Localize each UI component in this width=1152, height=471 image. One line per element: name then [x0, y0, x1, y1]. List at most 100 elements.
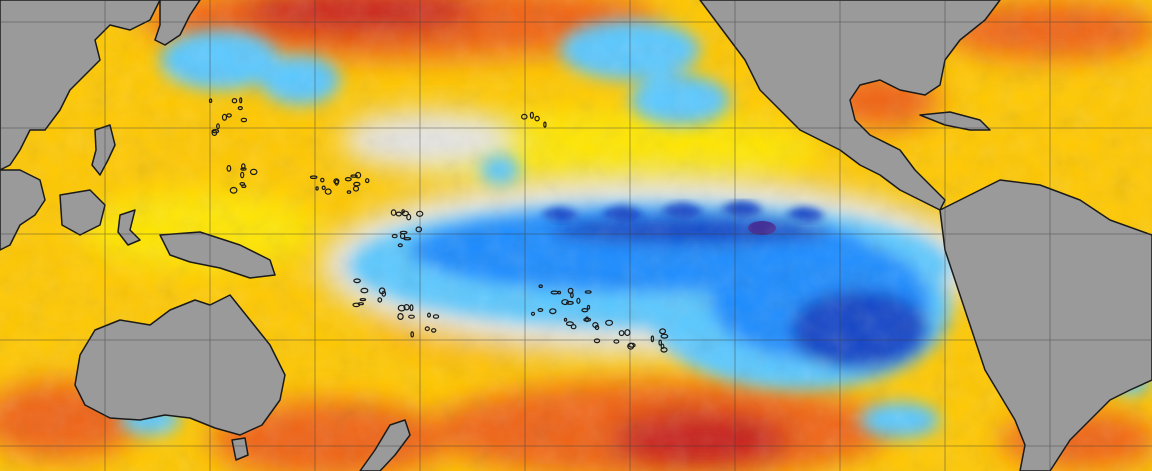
- island-speck: [352, 185, 360, 192]
- new-guinea-island: [159, 231, 276, 279]
- island-speck: [563, 317, 568, 322]
- island-speck: [593, 338, 601, 344]
- island-speck: [566, 300, 574, 305]
- island-speck: [403, 304, 410, 311]
- island-speck: [397, 243, 403, 248]
- south-america-landmass: [939, 179, 1152, 471]
- island-speck: [390, 209, 397, 216]
- island-speck: [650, 335, 655, 343]
- island-speck: [534, 115, 540, 122]
- north-america-landmass: [699, 0, 1001, 211]
- island-speck: [659, 328, 667, 335]
- island-speck: [431, 328, 437, 333]
- island-speck: [249, 168, 258, 176]
- japan-island: [154, 0, 201, 46]
- island-speck: [565, 321, 574, 327]
- island-speck: [229, 186, 238, 194]
- island-speck: [208, 98, 213, 104]
- island-speck: [211, 130, 218, 137]
- new-zealand-island: [359, 419, 411, 471]
- island-speck: [240, 171, 245, 179]
- island-speck: [381, 290, 387, 297]
- island-speck: [618, 330, 625, 337]
- island-speck: [585, 316, 589, 323]
- island-speck: [624, 329, 631, 337]
- island-speck: [529, 111, 535, 119]
- island-speck: [315, 186, 319, 191]
- island-speck: [226, 164, 232, 172]
- pacific-islands: [208, 97, 669, 353]
- island-speck: [321, 185, 326, 191]
- island-speck: [241, 163, 246, 170]
- island-speck: [409, 304, 414, 312]
- island-speck: [401, 210, 409, 217]
- island-speck: [397, 304, 406, 312]
- island-speck: [416, 210, 424, 217]
- island-speck: [364, 178, 370, 184]
- island-speck: [320, 177, 325, 183]
- island-speck: [581, 308, 589, 313]
- island-speck: [550, 290, 559, 295]
- island-speck: [543, 121, 547, 128]
- island-speck: [538, 284, 543, 289]
- island-speck: [353, 278, 361, 284]
- island-speck: [576, 297, 581, 304]
- island-speck: [584, 290, 592, 294]
- borneo-island: [59, 189, 106, 236]
- island-speck: [658, 339, 663, 346]
- island-speck: [226, 113, 232, 118]
- island-speck: [344, 176, 352, 182]
- island-speck: [346, 190, 352, 194]
- island-speck: [410, 331, 415, 338]
- island-speck: [240, 117, 248, 123]
- island-speck: [399, 230, 408, 235]
- island-speck: [397, 313, 404, 321]
- island-speck: [567, 287, 574, 294]
- island-speck: [309, 175, 318, 180]
- island-speck: [530, 311, 536, 316]
- island-speck: [221, 113, 228, 121]
- island-speck: [660, 346, 668, 353]
- australia-landmass: [74, 294, 286, 436]
- island-speck: [391, 233, 398, 239]
- island-speck: [237, 105, 243, 111]
- island-speck: [660, 333, 669, 339]
- island-speck: [239, 97, 243, 104]
- island-speck: [424, 326, 430, 332]
- island-speck: [333, 178, 340, 185]
- island-speck: [360, 287, 369, 294]
- island-speck: [520, 113, 528, 120]
- indochina-landmass: [0, 169, 46, 251]
- island-speck: [239, 181, 246, 186]
- island-speck: [231, 97, 238, 104]
- island-speck: [216, 123, 220, 130]
- island-speck: [240, 167, 247, 171]
- island-speck: [395, 211, 402, 217]
- island-speck: [537, 308, 544, 313]
- island-speck: [594, 324, 600, 331]
- island-speck: [353, 181, 361, 187]
- island-speck: [613, 339, 620, 344]
- island-speck: [605, 319, 614, 326]
- island-speck: [660, 343, 665, 350]
- island-speck: [350, 174, 358, 178]
- island-speck: [561, 299, 569, 306]
- island-speck: [427, 312, 432, 318]
- island-speck: [352, 302, 361, 308]
- tasmania-island: [231, 437, 249, 461]
- island-speck: [627, 342, 635, 350]
- island-speck: [549, 308, 557, 315]
- island-speck: [324, 188, 332, 195]
- island-speck: [415, 226, 423, 233]
- island-speck: [586, 304, 591, 310]
- island-speck: [408, 314, 415, 319]
- island-speck: [359, 298, 367, 302]
- asia-landmass: [0, 0, 161, 171]
- island-speck: [377, 297, 383, 303]
- sulawesi-island: [117, 209, 141, 246]
- island-speck: [432, 314, 440, 319]
